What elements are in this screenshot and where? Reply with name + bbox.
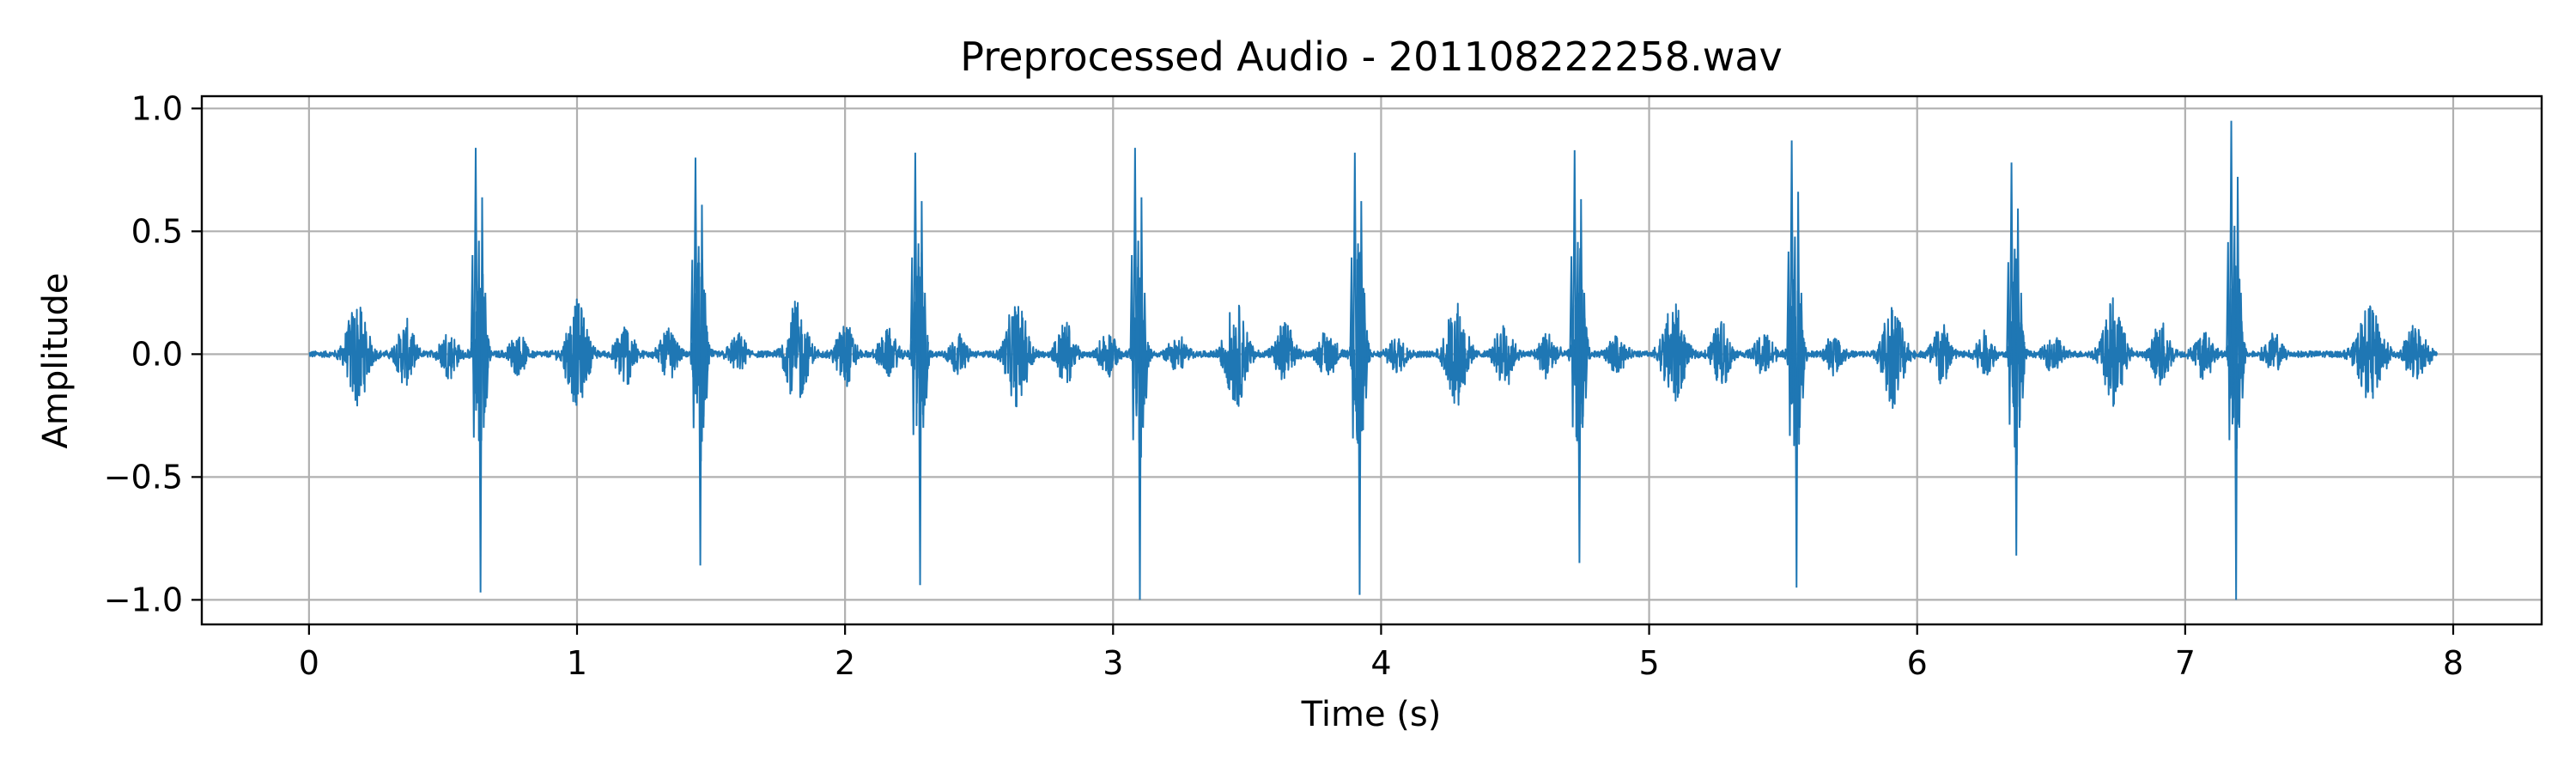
axes: 0 1 2 3 4 5 6 7 8 1.0 0.5 0.0 −0.5 −1.0 xyxy=(104,89,2543,682)
y-tick-label: −0.5 xyxy=(104,458,183,496)
heartbeat-peak xyxy=(690,157,709,566)
x-tick-label: 3 xyxy=(1103,644,1123,682)
peak-spike xyxy=(2226,120,2245,600)
heartbeat-peak xyxy=(1569,149,1589,563)
heartbeat-peak xyxy=(470,148,489,593)
x-tick-label: 6 xyxy=(1907,644,1928,682)
peak-spike xyxy=(1786,140,1806,588)
x-axis-label: Time (s) xyxy=(1301,695,1442,734)
waveform-line xyxy=(308,247,2439,466)
y-tick-label: 1.0 xyxy=(131,89,183,127)
peak-spike xyxy=(1349,152,1369,595)
heartbeat-peak xyxy=(1129,148,1149,600)
x-tick-label: 8 xyxy=(2443,644,2464,682)
chart-title: Preprocessed Audio - 201108222258.wav xyxy=(960,33,1782,80)
x-tick-label: 1 xyxy=(567,644,587,682)
plot-frame xyxy=(200,94,2543,626)
x-tick-label: 0 xyxy=(299,644,319,682)
x-tick-label: 7 xyxy=(2175,644,2196,682)
peak-spike xyxy=(1129,148,1149,600)
y-tick-label: 0.0 xyxy=(131,335,183,373)
heartbeat-peak xyxy=(909,152,929,586)
x-tick-label: 2 xyxy=(835,644,855,682)
y-tick-label: −1.0 xyxy=(104,581,183,618)
x-tick-label: 5 xyxy=(1638,644,1659,682)
peak-spike xyxy=(470,148,489,593)
x-tick-label: 4 xyxy=(1370,644,1391,682)
peak-spike xyxy=(1569,149,1589,563)
heartbeat-peak xyxy=(1349,152,1369,595)
peak-spike xyxy=(2006,162,2026,556)
peak-spike xyxy=(909,152,929,586)
grid xyxy=(202,96,2542,624)
y-tick-label: 0.5 xyxy=(131,212,183,250)
peak-spike xyxy=(690,157,709,566)
y-axis-label: Amplitude xyxy=(36,273,76,449)
heartbeat-peak xyxy=(2006,162,2026,556)
heartbeat-peak xyxy=(1786,140,1806,588)
signal-layer xyxy=(308,120,2439,600)
heartbeat-peak xyxy=(2226,120,2245,600)
